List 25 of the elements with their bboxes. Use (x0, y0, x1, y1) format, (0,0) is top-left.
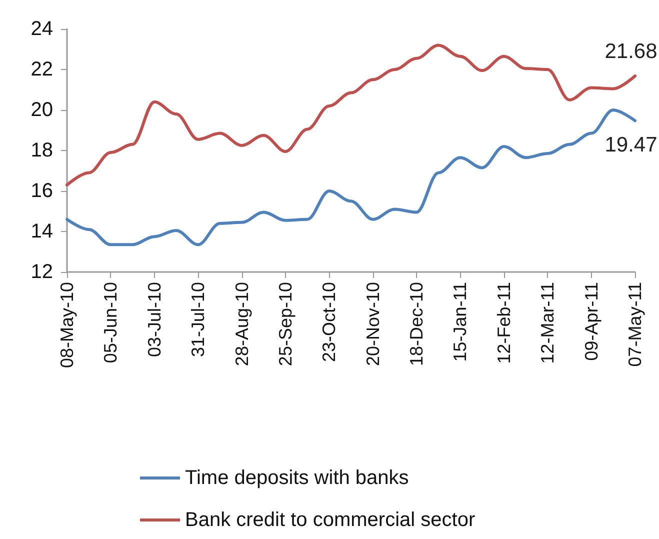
x-tick-label: 18-Dec-10 (406, 282, 427, 366)
y-tick-label: 20 (30, 99, 53, 121)
legend-label: Bank credit to commercial sector (185, 509, 476, 531)
x-tick-label: 08-May-10 (57, 282, 77, 368)
x-tick-label: 05-Jun-10 (100, 282, 121, 364)
x-tick-label: 28-Aug-10 (232, 282, 252, 366)
x-tick-label: 03-Jul-10 (144, 282, 164, 358)
y-tick-label: 18 (30, 140, 53, 162)
y-tick-label: 14 (30, 220, 53, 242)
y-tick-label: 24 (30, 18, 53, 40)
y-tick-label: 16 (30, 180, 53, 202)
x-tick-label: 15-Jan-11 (450, 282, 470, 362)
x-tick-label: 20-Nov-10 (362, 282, 383, 366)
x-tick-label: 12-Feb-11 (494, 282, 514, 364)
data-label: 19.47 (604, 134, 658, 157)
legend-label: Time deposits with banks (185, 467, 409, 489)
x-tick-label: 23-Oct-10 (319, 282, 340, 362)
y-tick-label: 22 (30, 58, 53, 80)
y-tick-label: 12 (30, 261, 53, 283)
x-tick-label: 25-Sep-10 (275, 282, 296, 366)
x-tick-label: 07-May-11 (625, 282, 645, 367)
x-tick-label: 12-Mar-11 (538, 282, 558, 364)
x-tick-label: 09-Apr-11 (581, 282, 602, 361)
data-label: 21.68 (604, 40, 658, 63)
x-tick-label: 31-Jul-10 (188, 282, 208, 358)
